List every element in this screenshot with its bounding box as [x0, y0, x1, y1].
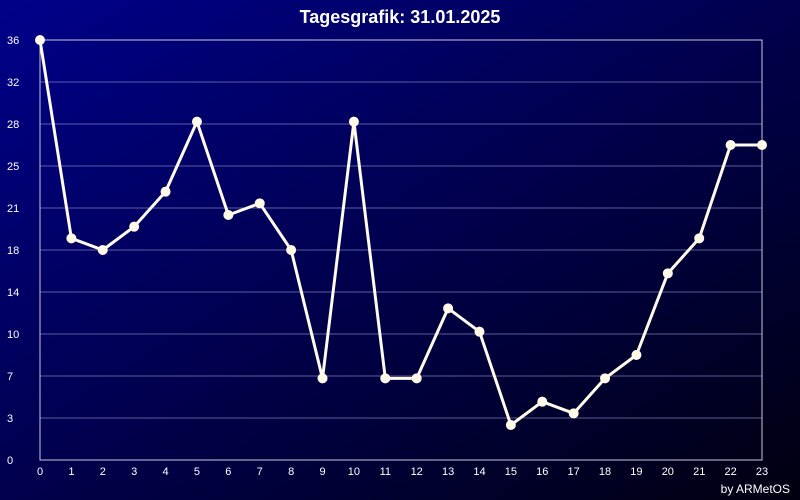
data-point: [631, 350, 642, 360]
x-tick-label: 10: [348, 466, 360, 478]
data-point: [694, 233, 705, 244]
data-point: [600, 373, 611, 384]
data-point: [348, 116, 359, 127]
x-tick-label: 15: [505, 466, 517, 478]
x-tick-label: 2: [100, 466, 106, 478]
data-point: [223, 210, 234, 220]
y-tick-label: 14: [7, 287, 19, 299]
data-point: [505, 420, 516, 430]
x-tick-label: 19: [630, 466, 642, 478]
data-point: [411, 373, 422, 384]
data-series: [35, 35, 767, 430]
data-point: [474, 326, 485, 337]
data-point: [97, 245, 108, 255]
y-tick-label: 21: [7, 203, 19, 215]
y-axis-ticks: 0 3 7 10 14 18 21 25 28 32 36: [7, 35, 19, 467]
data-point: [757, 140, 767, 150]
grid-lines: [40, 81, 762, 419]
x-tick-label: 0: [37, 466, 43, 478]
data-point: [725, 140, 736, 150]
x-tick-label: 7: [257, 466, 263, 478]
x-tick-label: 4: [163, 466, 169, 478]
y-tick-label: 0: [7, 455, 13, 467]
data-point: [254, 198, 265, 209]
x-tick-label: 17: [568, 466, 580, 478]
data-point: [66, 233, 77, 244]
data-point: [191, 116, 202, 127]
data-point: [568, 408, 579, 419]
x-tick-label: 5: [194, 466, 200, 478]
chart-title: Tagesgrafik: 31.01.2025: [300, 7, 501, 27]
x-tick-label: 11: [380, 466, 391, 478]
x-tick-label: 1: [68, 466, 74, 478]
plot-frame: [39, 39, 763, 461]
y-tick-label: 28: [7, 119, 19, 131]
x-tick-label: 14: [473, 466, 485, 478]
data-point: [662, 268, 673, 279]
x-tick-label: 3: [131, 466, 137, 478]
x-tick-label: 6: [225, 466, 231, 478]
y-tick-label: 25: [7, 161, 19, 173]
x-tick-label: 12: [411, 466, 423, 478]
data-point: [380, 373, 391, 384]
y-tick-label: 36: [7, 35, 19, 47]
y-tick-label: 3: [7, 413, 13, 425]
x-tick-label: 22: [724, 466, 736, 478]
data-point: [286, 245, 297, 255]
data-point: [443, 303, 454, 314]
x-axis-ticks: 0 1 2 3 4 5 6 7 8 9 10 11 12 13 14 15 16 17 18 19 20 21 22 23: [37, 466, 768, 478]
x-tick-label: 16: [536, 466, 548, 478]
y-tick-label: 32: [7, 77, 19, 89]
data-point: [537, 396, 548, 407]
data-point: [317, 373, 328, 384]
y-tick-label: 10: [7, 329, 19, 341]
data-point: [160, 186, 171, 197]
data-point: [129, 221, 140, 232]
x-tick-label: 20: [662, 466, 674, 478]
x-tick-label: 23: [756, 466, 768, 478]
x-tick-label: 8: [288, 466, 294, 478]
y-tick-label: 7: [7, 371, 13, 383]
data-point: [35, 35, 45, 45]
x-tick-label: 21: [693, 466, 705, 478]
x-tick-label: 9: [319, 466, 325, 478]
series-line: [38, 39, 762, 427]
y-tick-label: 18: [7, 245, 19, 257]
credit-label: by ARMetOS: [721, 482, 790, 496]
x-tick-label: 13: [442, 466, 454, 478]
x-tick-label: 18: [599, 466, 611, 478]
